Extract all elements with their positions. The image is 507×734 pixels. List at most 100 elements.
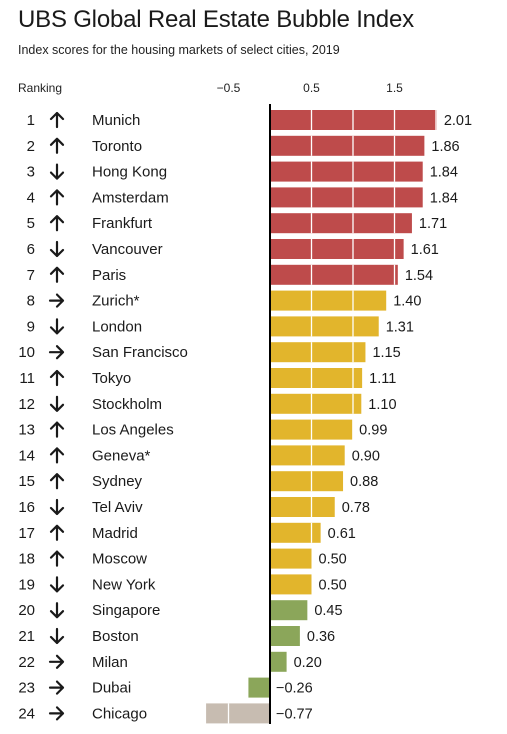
data-label: 0.61	[328, 526, 356, 542]
trend-right-arrow-icon	[48, 654, 65, 669]
data-label: 1.71	[419, 216, 447, 232]
data-label: 1.84	[430, 190, 458, 206]
city-label: Hong Kong	[92, 164, 167, 181]
bar	[270, 574, 312, 595]
bar	[270, 135, 425, 156]
rank-number: 17	[18, 525, 35, 542]
city-label: New York	[92, 576, 156, 593]
trend-down-arrow-icon	[49, 576, 65, 593]
trend-down-arrow-icon	[49, 163, 65, 180]
x-tick-label: 0.5	[303, 81, 320, 95]
data-label: 0.45	[314, 603, 342, 619]
city-label: Paris	[92, 267, 126, 284]
city-label: Zurich*	[92, 293, 140, 310]
trend-down-arrow-icon	[49, 498, 65, 516]
data-label: 1.86	[431, 139, 459, 155]
data-label: 0.50	[319, 577, 347, 593]
rank-number: 18	[18, 551, 35, 568]
city-label: Dubai	[92, 680, 131, 697]
trend-up-arrow-icon	[49, 524, 65, 541]
trend-up-arrow-icon	[49, 111, 65, 129]
rank-number: 11	[19, 370, 35, 387]
bar	[270, 316, 379, 337]
rank-number: 6	[27, 241, 35, 258]
city-label: Toronto	[92, 138, 142, 155]
trend-up-arrow-icon	[49, 447, 65, 464]
bar	[270, 342, 366, 363]
data-label: −0.77	[276, 706, 313, 722]
trend-up-arrow-icon	[49, 421, 65, 438]
city-label: Madrid	[92, 525, 138, 542]
data-label: 0.20	[294, 655, 322, 671]
city-label: Chicago	[92, 705, 147, 722]
trend-up-arrow-icon	[49, 473, 65, 490]
trend-up-arrow-icon	[49, 266, 65, 283]
city-label: Vancouver	[92, 241, 163, 258]
trend-right-arrow-icon	[48, 680, 65, 695]
rank-number: 4	[27, 189, 35, 206]
trend-up-arrow-icon	[49, 369, 65, 387]
bar	[248, 677, 270, 698]
trend-right-arrow-icon	[48, 345, 65, 360]
data-label: 1.10	[368, 397, 396, 413]
bar	[270, 368, 363, 388]
city-label: Sydney	[92, 473, 143, 490]
bar	[270, 522, 321, 543]
city-label: Moscow	[92, 551, 147, 568]
rank-number: 9	[27, 318, 35, 335]
city-label: Amsterdam	[92, 189, 169, 206]
trend-up-arrow-icon	[49, 189, 65, 206]
trend-right-arrow-icon	[48, 706, 65, 721]
trend-down-arrow-icon	[49, 318, 65, 335]
city-label: Singapore	[92, 602, 160, 619]
x-tick-label: −0.5	[216, 81, 241, 95]
trend-up-arrow-icon	[49, 215, 65, 232]
rank-number: 22	[18, 654, 35, 671]
city-label: Tel Aviv	[92, 499, 143, 516]
city-label: Geneva*	[92, 447, 151, 464]
data-label: 1.40	[393, 294, 421, 310]
x-tick-label: 1.5	[386, 81, 403, 95]
bar	[270, 445, 345, 466]
bar	[270, 548, 312, 569]
data-label: 1.61	[411, 242, 439, 258]
rank-number: 5	[27, 215, 35, 232]
city-label: San Francisco	[92, 344, 188, 361]
data-label: 2.01	[444, 113, 472, 129]
city-label: Milan	[92, 654, 128, 671]
rank-number: 19	[18, 576, 35, 593]
data-label: 0.88	[350, 474, 378, 490]
rank-number: 12	[18, 396, 35, 413]
trend-down-arrow-icon	[49, 602, 65, 619]
city-label: London	[92, 318, 142, 335]
rank-number: 23	[18, 680, 35, 697]
city-label: Boston	[92, 628, 139, 645]
rank-number: 24	[18, 705, 35, 722]
bar	[270, 497, 335, 517]
bar	[206, 703, 270, 724]
trend-down-arrow-icon	[49, 627, 65, 645]
rank-number: 2	[27, 138, 35, 155]
bar	[270, 393, 362, 414]
rank-number: 3	[27, 164, 35, 181]
bar	[270, 239, 404, 259]
bar	[270, 213, 412, 234]
rank-number: 20	[18, 602, 35, 619]
data-label: 1.31	[386, 319, 414, 335]
trend-down-arrow-icon	[49, 240, 65, 258]
data-label: 1.84	[430, 165, 458, 181]
trend-up-arrow-icon	[49, 137, 65, 154]
rank-number: 8	[27, 293, 35, 310]
data-label: 0.50	[319, 552, 347, 568]
bar	[270, 161, 423, 182]
rank-number: 1	[27, 112, 35, 129]
trend-down-arrow-icon	[49, 395, 65, 412]
chart-title: UBS Global Real Estate Bubble Index	[18, 6, 414, 33]
bar	[270, 471, 344, 492]
city-label: Frankfurt	[92, 215, 153, 232]
chart-subtitle: Index scores for the housing markets of …	[18, 43, 340, 57]
bar	[270, 600, 308, 621]
bar	[270, 651, 287, 672]
data-label: 0.36	[307, 629, 335, 645]
